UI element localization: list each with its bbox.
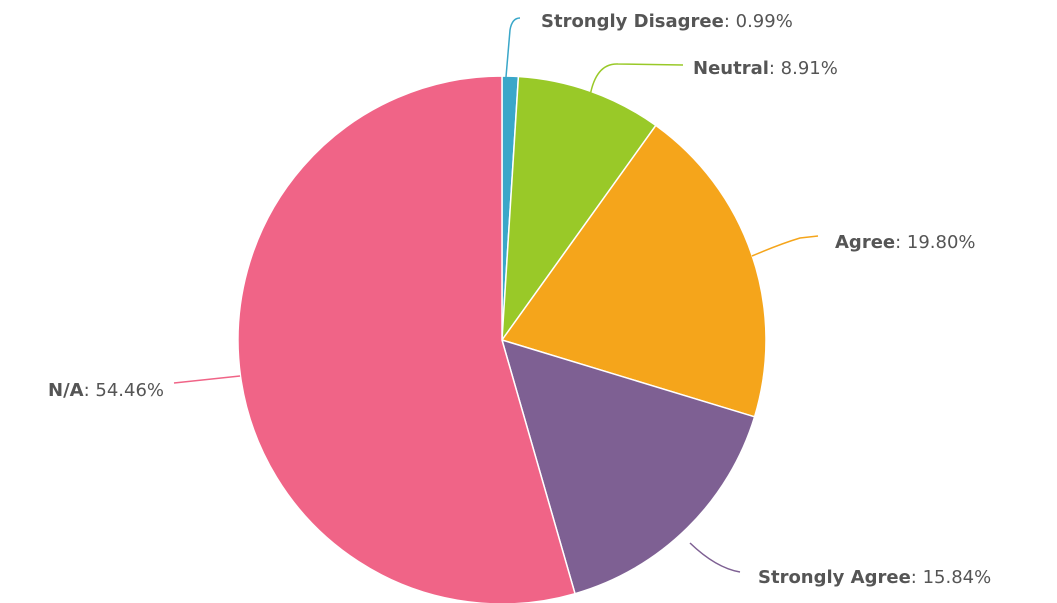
pie-slices bbox=[237, 75, 767, 603]
label-agree: Agree: 19.80% bbox=[835, 232, 976, 253]
label-strongly-agree: Strongly Agree: 15.84% bbox=[758, 567, 991, 588]
label-value-neutral: : 8.91% bbox=[769, 58, 838, 79]
connector-strongly-disagree bbox=[505, 17, 521, 78]
label-connectors bbox=[173, 17, 819, 573]
slice-strongly-agree[interactable] bbox=[500, 338, 756, 595]
label-value-strongly-agree: : 15.84% bbox=[911, 567, 991, 588]
connector-strongly-agree bbox=[689, 542, 741, 573]
label-strongly-disagree: Strongly Disagree: 0.99% bbox=[541, 11, 793, 32]
label-n-a: N/A: 54.46% bbox=[48, 380, 164, 401]
label-value-strongly-disagree: : 0.99% bbox=[724, 11, 793, 32]
slice-n-a[interactable] bbox=[237, 75, 576, 603]
connector-agree bbox=[751, 235, 819, 257]
label-value-n-a: : 54.46% bbox=[84, 380, 164, 401]
label-name-strongly-disagree: Strongly Disagree bbox=[541, 11, 724, 32]
label-name-neutral: Neutral bbox=[693, 58, 769, 79]
label-name-n-a: N/A bbox=[48, 380, 84, 401]
label-value-agree: : 19.80% bbox=[895, 232, 975, 253]
label-neutral: Neutral: 8.91% bbox=[693, 58, 838, 79]
label-name-strongly-agree: Strongly Agree bbox=[758, 567, 911, 588]
label-name-agree: Agree bbox=[835, 232, 895, 253]
connector-n-a bbox=[173, 375, 241, 384]
slice-labels: Strongly Disagree: 0.99% Neutral: 8.91% Ag… bbox=[48, 11, 991, 588]
connector-neutral bbox=[589, 63, 684, 97]
